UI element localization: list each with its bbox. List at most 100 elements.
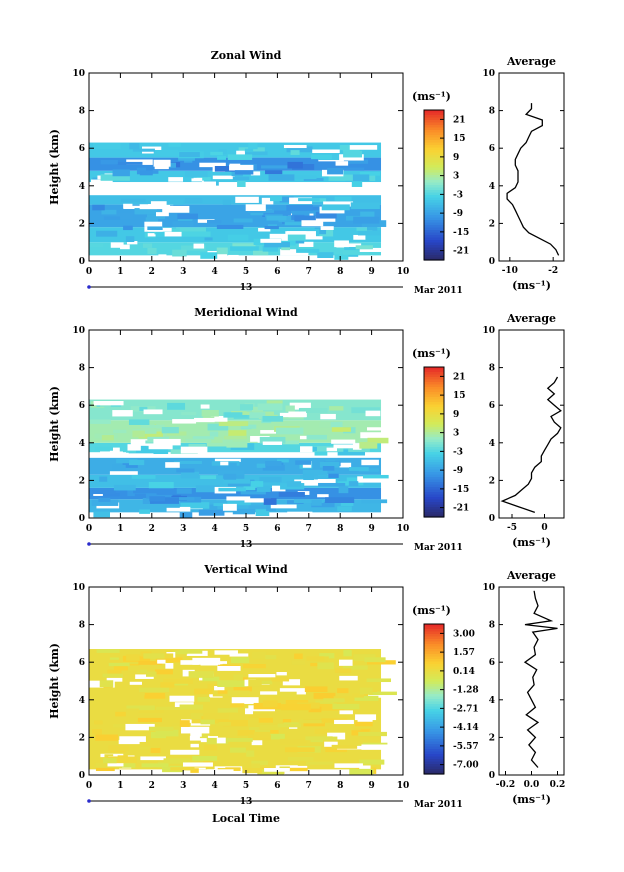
heatmap-cell bbox=[313, 692, 336, 699]
colorbar-segment bbox=[424, 117, 444, 121]
heatmap-cell bbox=[133, 489, 160, 494]
x-tick-label: 10 bbox=[397, 267, 410, 277]
heatmap-cell bbox=[223, 473, 237, 480]
heatmap-cell bbox=[279, 196, 294, 203]
profile-x-tick-label: -0.2 bbox=[496, 780, 515, 790]
heatmap-cell bbox=[240, 424, 257, 429]
heatmap-cell bbox=[123, 225, 133, 231]
heatmap-cell bbox=[359, 687, 373, 695]
heatmap-cell bbox=[149, 496, 166, 502]
heatmap-cell bbox=[262, 415, 284, 422]
heatmap-cell bbox=[361, 744, 389, 750]
heatmap-cell bbox=[360, 432, 391, 439]
heatmap-cell bbox=[204, 744, 218, 751]
colorbar-segment bbox=[424, 432, 444, 436]
heatmap-cell bbox=[252, 652, 267, 659]
heatmap-cell bbox=[170, 749, 200, 755]
heatmap-cell bbox=[230, 747, 246, 753]
heatmap-cell bbox=[226, 441, 248, 448]
heatmap-cell bbox=[355, 245, 373, 250]
heatmap-cell bbox=[262, 245, 279, 252]
x-tick-label: 5 bbox=[243, 524, 249, 534]
heatmap-cell bbox=[256, 680, 273, 685]
colorbar-segment bbox=[424, 644, 444, 648]
y-tick-label: 6 bbox=[79, 658, 85, 668]
heatmap-cell bbox=[294, 653, 303, 660]
heatmap-cell bbox=[337, 449, 366, 456]
heatmap-cell bbox=[361, 459, 379, 466]
colorbar-segment bbox=[424, 482, 444, 486]
colorbar-segment bbox=[424, 641, 444, 645]
colorbar-segment bbox=[424, 155, 444, 159]
x-tick-label: 7 bbox=[306, 267, 312, 277]
heatmap-cell bbox=[338, 659, 353, 666]
y-tick-label: 10 bbox=[72, 69, 85, 79]
heatmap-cell bbox=[230, 703, 245, 708]
profile-y-tick-label: 10 bbox=[482, 583, 495, 593]
heatmap-cell bbox=[263, 210, 291, 216]
heatmap-cell bbox=[123, 203, 133, 209]
heatmap-cell bbox=[147, 247, 157, 255]
heatmap-cell bbox=[280, 249, 309, 256]
heatmap-cell bbox=[263, 498, 277, 505]
colorbar-segment bbox=[424, 247, 444, 251]
colorbar-segment bbox=[424, 661, 444, 665]
profile-x-label: (ms⁻¹) bbox=[512, 536, 551, 549]
heatmap-cell bbox=[130, 439, 157, 446]
x-tick-label: 1 bbox=[117, 781, 123, 791]
heatmap-cell bbox=[308, 216, 336, 222]
heatmap-cell bbox=[242, 411, 251, 415]
heatmap-cell bbox=[197, 696, 211, 702]
heatmap-cell bbox=[129, 143, 140, 150]
colorbar-segment bbox=[424, 719, 444, 723]
heatmap-cell bbox=[251, 763, 260, 769]
heatmap-cell bbox=[319, 461, 340, 468]
heatmap-cell bbox=[311, 154, 332, 160]
heatmap-cell bbox=[200, 719, 215, 725]
heatmap-cell bbox=[198, 509, 225, 516]
heatmap-cell bbox=[359, 759, 385, 765]
heatmap-cell bbox=[170, 767, 195, 771]
heatmap-cell bbox=[343, 159, 369, 164]
heatmap-cell bbox=[210, 416, 228, 422]
heatmap-cell bbox=[102, 673, 124, 678]
heatmap-cell bbox=[139, 509, 150, 514]
heatmap-cell bbox=[226, 496, 251, 501]
x-tick-label: 3 bbox=[180, 267, 186, 277]
heatmap-cell bbox=[350, 202, 380, 210]
chart-title: Zonal Wind bbox=[211, 49, 282, 62]
colorbar-segment bbox=[424, 394, 444, 398]
heatmap-cell bbox=[177, 213, 199, 220]
heatmap-cell bbox=[179, 704, 204, 710]
colorbar-segment bbox=[424, 419, 444, 423]
heatmap-cell bbox=[367, 660, 396, 665]
colorbar-segment bbox=[424, 769, 444, 773]
heatmap-cell bbox=[287, 767, 308, 772]
heatmap-cell bbox=[250, 171, 261, 176]
heatmap-cell bbox=[92, 729, 102, 735]
colorbar-segment bbox=[424, 636, 444, 640]
colorbar-segment bbox=[424, 721, 444, 725]
profile-y-tick-label: 6 bbox=[489, 401, 495, 411]
heatmap-cell bbox=[342, 249, 370, 255]
heatmap-cell bbox=[185, 198, 203, 203]
heatmap-cell bbox=[113, 664, 140, 671]
heatmap-cell bbox=[368, 691, 397, 696]
heatmap-cell bbox=[116, 458, 138, 464]
heatmap-cell bbox=[207, 423, 229, 431]
heatmap-cell bbox=[153, 159, 171, 167]
heatmap-cell bbox=[179, 506, 191, 512]
heatmap-cell bbox=[155, 230, 166, 237]
heatmap-cell bbox=[242, 768, 263, 774]
heatmap-cell bbox=[110, 242, 124, 248]
heatmap-cell bbox=[333, 696, 360, 704]
heatmap-cell bbox=[189, 736, 219, 741]
heatmap-cell bbox=[147, 224, 163, 231]
heatmap-cell bbox=[150, 201, 174, 206]
heatmap-cell bbox=[160, 682, 175, 688]
heatmap-cell bbox=[343, 150, 363, 158]
colorbar-segment bbox=[424, 676, 444, 680]
heatmap-cell bbox=[317, 252, 334, 259]
heatmap-cell bbox=[287, 234, 306, 241]
colorbar-segment bbox=[424, 492, 444, 496]
